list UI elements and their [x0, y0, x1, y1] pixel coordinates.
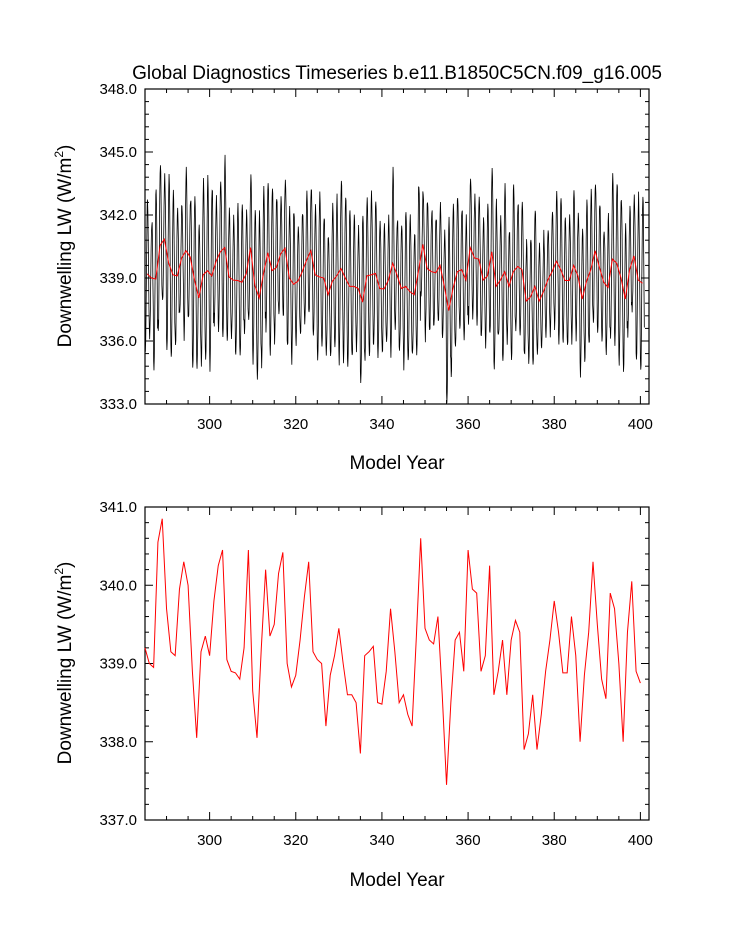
top-plot-frame — [144, 88, 650, 405]
y-tick-label: 340.0 — [99, 577, 137, 594]
annual-series-line — [146, 237, 643, 311]
x-tick-label: 400 — [628, 416, 653, 433]
y-tick-label: 341.0 — [99, 499, 137, 516]
bottom-y-axis-label-sup: 2 — [52, 568, 66, 575]
x-tick-label: 300 — [197, 832, 222, 849]
x-tick-label: 340 — [369, 832, 394, 849]
bottom-panel: 300 320 340 360 380 400 337.0 338.0 339.0 340.0 34… — [52, 499, 653, 891]
y-tick-label: 336.0 — [99, 333, 137, 350]
y-tick-label: 348.0 — [99, 81, 137, 98]
x-tick-label: 380 — [542, 416, 567, 433]
top-y-axis-label-sup: 2 — [52, 151, 66, 158]
top-tick-labels: 300 320 340 360 380 400 333.0 336.0 339.0 342.0 34… — [99, 81, 652, 433]
x-tick-label: 380 — [542, 832, 567, 849]
top-y-axis-label-close: ) — [55, 145, 76, 151]
y-tick-label: 339.0 — [99, 656, 137, 673]
y-tick-label: 339.0 — [99, 270, 137, 287]
top-y-axis-label-main: Downwelling LW (W/m — [55, 158, 76, 348]
x-tick-label: 320 — [283, 832, 308, 849]
y-tick-label: 333.0 — [99, 396, 137, 413]
top-ticks — [144, 88, 649, 405]
y-tick-label: 345.0 — [99, 144, 137, 161]
x-tick-label: 340 — [369, 416, 394, 433]
y-tick-label: 342.0 — [99, 207, 137, 224]
bottom-y-axis-label: Downwelling LW (W/m2) — [52, 562, 76, 765]
top-panel: 300 320 340 360 380 400 333.0 336.0 339.0 342.0 34… — [52, 81, 653, 474]
bottom-y-axis-label-main: Downwelling LW (W/m — [55, 575, 76, 765]
chart-title: Global Diagnostics Timeseries b.e11.B185… — [132, 63, 662, 84]
x-tick-label: 400 — [628, 832, 653, 849]
y-tick-label: 337.0 — [99, 812, 137, 829]
x-tick-label: 360 — [456, 416, 481, 433]
top-y-axis-label: Downwelling LW (W/m2) — [52, 145, 76, 348]
monthly-series-line — [144, 154, 645, 403]
bottom-ticks — [144, 506, 649, 821]
bottom-tick-labels: 300 320 340 360 380 400 337.0 338.0 339.0 340.0 34… — [99, 499, 652, 849]
x-tick-label: 360 — [456, 832, 481, 849]
x-tick-label: 320 — [283, 416, 308, 433]
annual-series-line — [144, 518, 641, 785]
bottom-y-axis-label-close: ) — [55, 562, 76, 568]
x-tick-label: 300 — [197, 416, 222, 433]
bottom-plot-frame — [144, 506, 650, 821]
top-x-axis-label: Model Year — [349, 453, 445, 474]
y-tick-label: 338.0 — [99, 734, 137, 751]
bottom-x-axis-label: Model Year — [349, 870, 445, 891]
